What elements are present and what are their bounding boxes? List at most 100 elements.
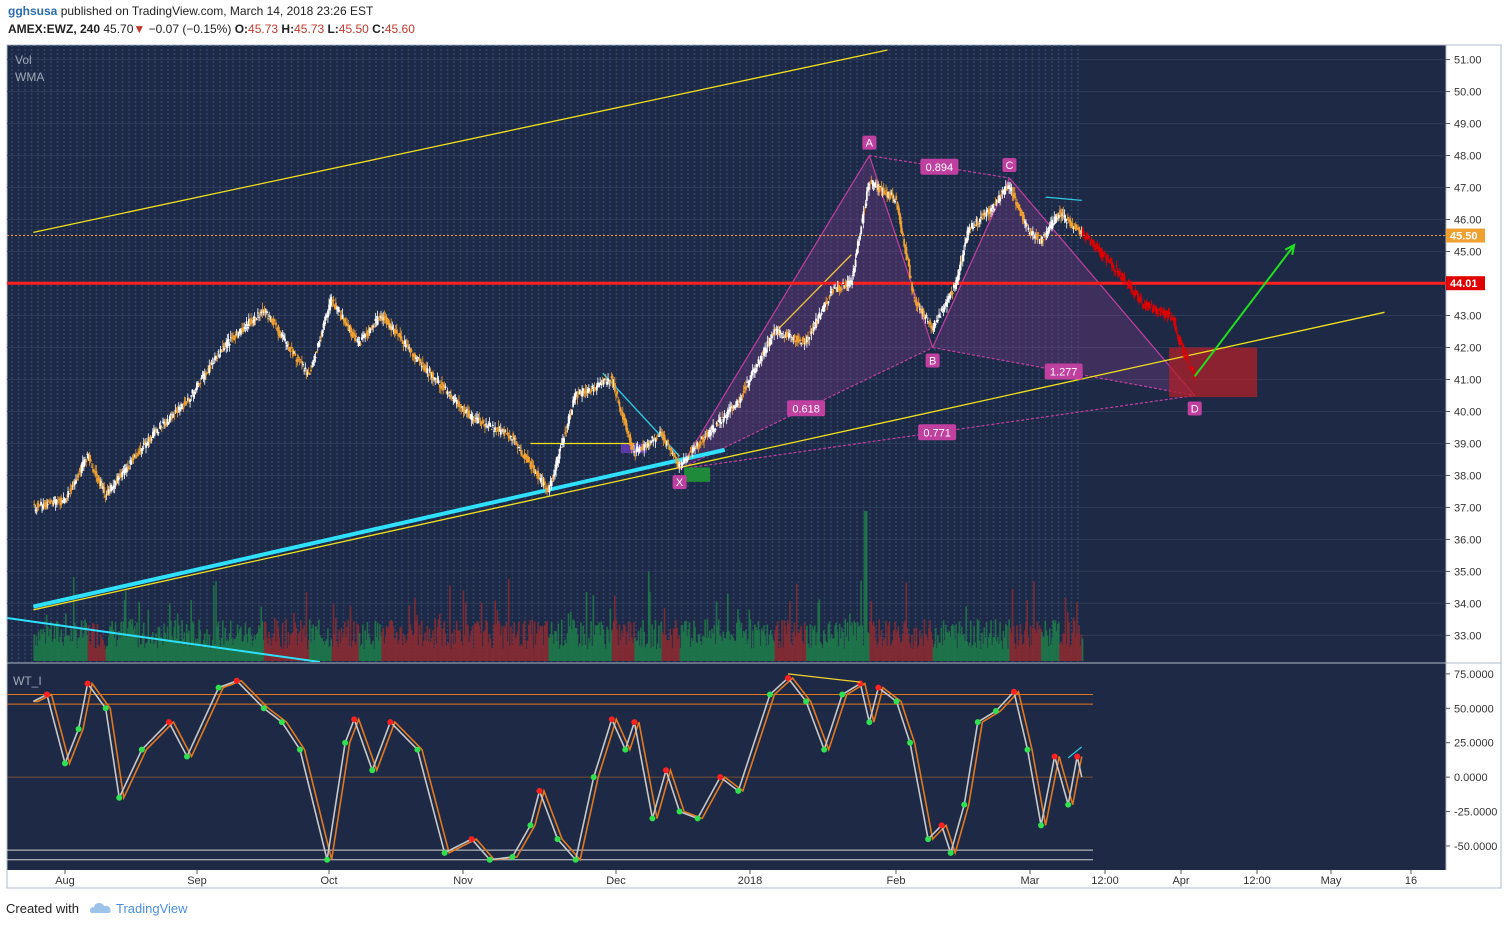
- projection-body: [1173, 318, 1176, 326]
- volume-bar: [769, 629, 772, 661]
- volume-bar: [197, 638, 199, 661]
- candle-body: [305, 370, 308, 376]
- candle-body: [162, 421, 164, 423]
- candle-body: [435, 381, 438, 383]
- candle-body: [286, 345, 289, 347]
- volume-bar: [876, 647, 878, 661]
- volume-bar: [782, 647, 784, 661]
- candle-body: [332, 299, 335, 302]
- volume-bar: [1034, 629, 1036, 661]
- volume-bar: [606, 626, 608, 661]
- volume-bar: [450, 648, 452, 661]
- volume-bar: [762, 631, 764, 661]
- volume-bar: [93, 624, 95, 661]
- candle-body: [668, 446, 671, 449]
- candle-body: [403, 340, 406, 344]
- candle-body: [497, 426, 500, 432]
- volume-bar: [903, 623, 905, 661]
- candle-body: [710, 431, 712, 436]
- candle-body: [137, 454, 140, 456]
- volume-bar: [887, 625, 890, 661]
- candle-body: [527, 456, 529, 463]
- volume-bar: [229, 620, 232, 661]
- candle-body: [696, 442, 699, 447]
- volume-bar: [486, 621, 488, 661]
- volume-bar: [855, 640, 858, 661]
- projection-body: [1090, 238, 1093, 241]
- candle-body: [140, 448, 143, 452]
- volume-bar: [407, 632, 409, 661]
- candle-body: [240, 328, 242, 335]
- candle-body: [262, 311, 265, 313]
- volume-bar: [687, 629, 690, 661]
- projection-body: [1165, 310, 1168, 314]
- vol-indicator-label[interactable]: Vol: [15, 53, 32, 67]
- candle-body: [976, 220, 979, 225]
- candle-body: [409, 348, 412, 354]
- volume-bar: [196, 641, 198, 661]
- volume-bar: [975, 647, 978, 661]
- volume-bar: [191, 621, 194, 661]
- time-axis-label: Nov: [453, 875, 473, 887]
- cross-dot-green: [215, 684, 222, 691]
- candle-body: [714, 428, 717, 431]
- symbol-label[interactable]: AMEX:EWZ, 240: [8, 22, 101, 36]
- volume-bar: [330, 639, 333, 661]
- volume-bar: [947, 632, 949, 661]
- candle-body: [493, 431, 495, 433]
- volume-bar: [584, 645, 587, 661]
- volume-bar: [342, 631, 345, 661]
- candle-body: [319, 339, 321, 341]
- candle-body: [364, 333, 367, 338]
- projection-body: [1097, 246, 1100, 252]
- wt-indicator-label[interactable]: WT_I: [13, 674, 42, 688]
- author-name[interactable]: gghsusa: [8, 4, 58, 18]
- candle-body: [330, 296, 333, 306]
- candle-body: [797, 335, 799, 343]
- projection-body: [1192, 367, 1195, 374]
- candle-body: [560, 443, 563, 446]
- candle-body: [410, 350, 413, 352]
- volume-bar: [990, 620, 992, 661]
- candle-body: [36, 503, 39, 508]
- volume-bar: [555, 631, 557, 661]
- volume-bar: [78, 637, 81, 661]
- volume-bar: [696, 643, 699, 661]
- volume-bar: [323, 644, 326, 661]
- candle-body: [577, 391, 580, 395]
- volume-bar: [945, 624, 947, 661]
- projection-body: [1098, 248, 1101, 253]
- candle-body: [897, 205, 900, 213]
- candle-body: [61, 500, 64, 503]
- candle-body: [975, 219, 978, 223]
- candle-body: [401, 340, 404, 344]
- candle-body: [790, 336, 793, 338]
- wma-indicator-label[interactable]: WMA: [15, 70, 44, 84]
- cross-dot-green: [138, 746, 145, 753]
- candle-body: [241, 328, 244, 330]
- candle-body: [717, 419, 720, 423]
- volume-bar: [1079, 645, 1082, 661]
- projection-body: [1120, 276, 1122, 280]
- candle-body: [490, 428, 493, 430]
- candle-body: [853, 268, 856, 273]
- candle-body: [444, 386, 447, 388]
- volume-bar: [132, 629, 135, 661]
- volume-bar: [912, 648, 914, 661]
- volume-bar: [955, 624, 957, 661]
- volume-bar: [115, 646, 118, 661]
- volume-bar: [156, 648, 159, 661]
- volume-bar: [664, 635, 667, 661]
- volume-bar: [410, 630, 413, 661]
- volume-bar: [296, 645, 299, 661]
- projection-body: [1115, 265, 1118, 267]
- price-axis-label: 43.00: [1454, 311, 1482, 323]
- candle-body: [592, 386, 595, 392]
- candle-body: [58, 498, 61, 501]
- volume-bar: [662, 634, 665, 661]
- volume-bar: [504, 628, 507, 661]
- volume-bar: [1043, 637, 1045, 661]
- tradingview-brand[interactable]: TradingView: [116, 901, 188, 916]
- volume-bar: [511, 644, 513, 661]
